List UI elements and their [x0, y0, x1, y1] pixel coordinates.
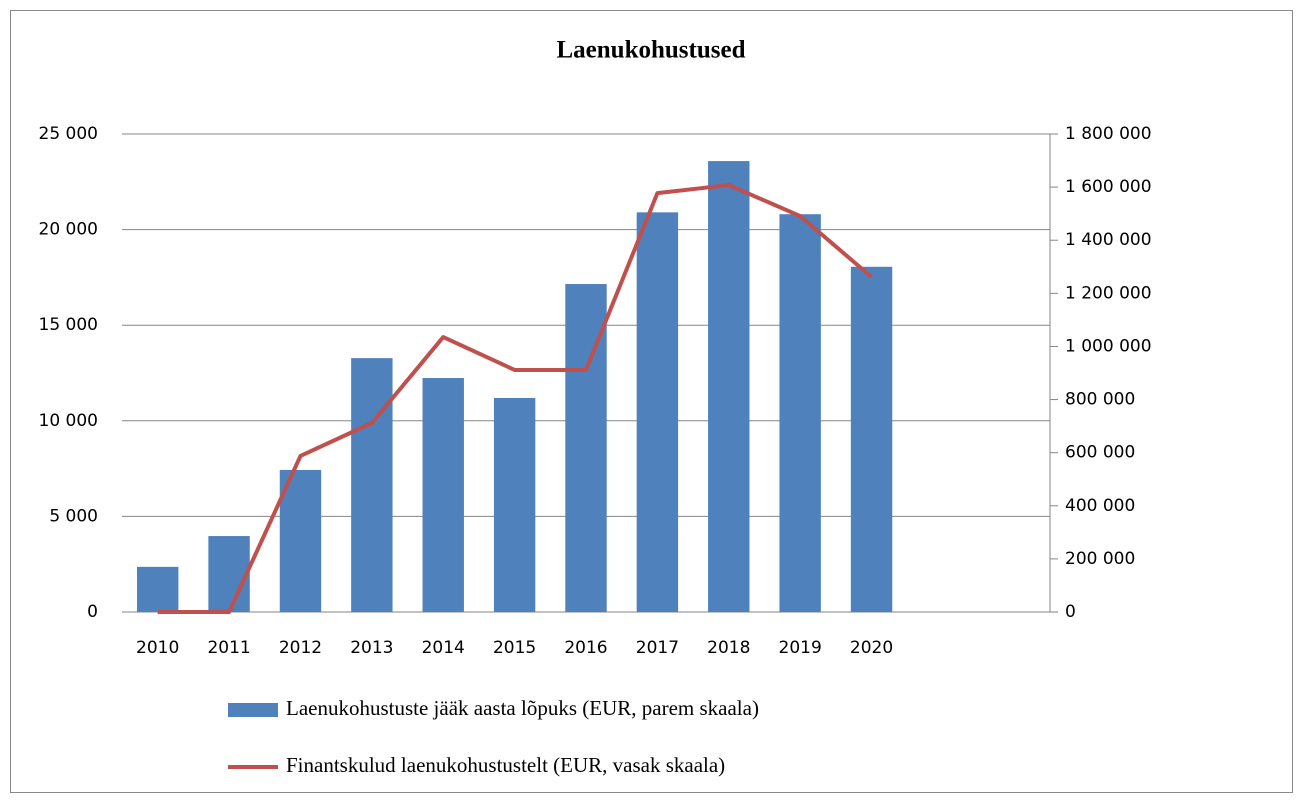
y2-tick-label: 1 800 000 [1065, 124, 1152, 144]
x-tick-label: 2014 [422, 638, 465, 658]
y-tick-label: 25 000 [39, 124, 98, 144]
y-tick-label: 15 000 [39, 315, 98, 335]
y2-tick-label: 1 400 000 [1065, 230, 1152, 250]
bar [422, 378, 464, 612]
bar [493, 397, 536, 612]
y2-tick-label: 1 200 000 [1065, 283, 1152, 303]
y2-tick-label: 1 600 000 [1065, 177, 1152, 197]
x-tick-label: 2013 [350, 638, 393, 658]
legend-swatch [228, 703, 278, 717]
bar [279, 469, 322, 612]
bar [136, 566, 179, 612]
x-tick-label: 2012 [279, 638, 322, 658]
x-tick-label: 2010 [136, 638, 179, 658]
y2-tick-label: 200 000 [1065, 549, 1135, 569]
chart-title: Laenukohustused [557, 37, 746, 64]
legend-label: Laenukohustuste jääk aasta lõpuks (EUR, … [286, 696, 759, 720]
bar [208, 536, 250, 612]
y2-tick-label: 0 [1065, 602, 1076, 622]
y2-tick-label: 1 000 000 [1065, 336, 1152, 356]
y2-tick-label: 800 000 [1065, 390, 1135, 410]
y-tick-label: 5 000 [49, 506, 98, 526]
bar [850, 266, 893, 612]
x-tick-label: 2020 [850, 638, 893, 658]
y-tick-label: 10 000 [39, 411, 98, 431]
line [157, 183, 873, 614]
x-tick-label: 2016 [564, 638, 607, 658]
x-tick-label: 2017 [636, 638, 679, 658]
bar [351, 358, 393, 612]
y2-tick-label: 600 000 [1065, 443, 1135, 463]
x-tick-label: 2011 [207, 638, 250, 658]
y2-tick-label: 400 000 [1065, 496, 1135, 516]
legend-label: Finantskulud laenukohustustelt (EUR, vas… [286, 753, 725, 777]
bar [636, 212, 679, 613]
x-tick-label: 2019 [779, 638, 822, 658]
y-tick-label: 0 [87, 602, 98, 622]
bar [708, 161, 750, 612]
y-tick-label: 20 000 [39, 220, 98, 240]
bar [779, 214, 821, 612]
x-tick-label: 2018 [707, 638, 750, 658]
x-tick-label: 2015 [493, 638, 536, 658]
